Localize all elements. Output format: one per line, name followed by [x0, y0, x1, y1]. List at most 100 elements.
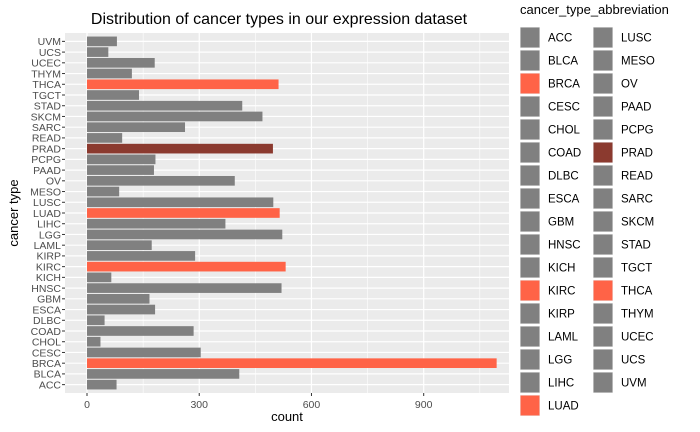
y-tick-label: PCPG	[31, 154, 61, 166]
legend-swatch	[520, 165, 540, 186]
legend-item-skcm: SKCM	[593, 211, 654, 232]
y-tick-label: PRAD	[32, 143, 62, 155]
bar-lihc	[87, 218, 226, 229]
legend-swatch	[593, 50, 613, 71]
legend-label: KIRP	[548, 309, 575, 321]
y-tick-label: UVM	[38, 36, 61, 48]
y-tick-label: SARC	[32, 122, 62, 134]
bar-ucs	[87, 47, 109, 57]
bar-stad	[87, 100, 243, 111]
legend-item-dlbc: DLBC	[520, 165, 579, 186]
bar-thca	[87, 79, 279, 90]
bar-thym	[87, 68, 132, 79]
legend-item-chol: CHOL	[520, 119, 581, 140]
legend-item-stad: STAD	[593, 234, 651, 255]
y-tick-label: UCEC	[31, 58, 61, 70]
legend-label: DLBC	[548, 171, 579, 183]
legend-item-gbm: GBM	[520, 211, 574, 232]
x-tick-label: 900	[415, 399, 433, 411]
y-tick-label: LUAD	[33, 208, 61, 220]
legend-swatch	[520, 96, 540, 117]
legend-swatch	[520, 73, 540, 94]
legend-label: ACC	[548, 33, 572, 45]
legend-swatch	[520, 303, 540, 324]
bar-ov	[87, 175, 235, 186]
legend-label: THCA	[621, 286, 653, 298]
y-tick-label: OV	[46, 176, 61, 188]
legend-label: KIRC	[548, 286, 575, 298]
legend-item-kirc: KIRC	[520, 280, 575, 301]
legend-label: SKCM	[621, 217, 654, 229]
y-tick-label: GBM	[37, 294, 61, 306]
legend-item-cesc: CESC	[520, 96, 580, 117]
legend-label: PAAD	[621, 102, 651, 114]
legend-swatch	[520, 372, 540, 393]
legend-label: PRAD	[621, 148, 653, 160]
legend-swatch	[520, 257, 540, 278]
legend-item-thca: THCA	[593, 280, 653, 301]
legend-label: UVM	[621, 378, 647, 390]
bar-blca	[87, 369, 240, 379]
legend-swatch	[520, 50, 540, 71]
bar-kich	[87, 272, 112, 283]
legend-swatch	[520, 188, 540, 209]
legend-item-lihc: LIHC	[520, 372, 574, 393]
bar-prad	[87, 143, 273, 154]
bars	[87, 36, 497, 390]
legend-label: BRCA	[548, 79, 580, 91]
y-tick-label: HNSC	[31, 283, 61, 295]
y-tick-label: CESC	[32, 347, 62, 359]
legend-item-prad: PRAD	[593, 142, 653, 163]
bar-esca	[87, 304, 156, 315]
legend-item-brca: BRCA	[520, 73, 580, 94]
bar-dlbc	[87, 315, 105, 326]
legend-item-lgg: LGG	[520, 349, 572, 370]
y-tick-label: BLCA	[34, 369, 61, 381]
bar-skcm	[87, 111, 263, 122]
legend-item-pcpg: PCPG	[593, 119, 654, 140]
legend-item-esca: ESCA	[520, 188, 580, 209]
legend-swatch	[593, 211, 613, 232]
y-tick-label: SKCM	[31, 111, 61, 123]
legend-swatch	[593, 280, 613, 301]
bar-hnsc	[87, 283, 282, 293]
y-tick-label: ACC	[39, 379, 62, 391]
y-tick-label: THCA	[32, 79, 61, 91]
bar-lusc	[87, 197, 274, 208]
bar-brca	[87, 358, 497, 369]
legend-swatch	[593, 119, 613, 140]
legend-item-hnsc: HNSC	[520, 234, 581, 255]
legend-item-ucec: UCEC	[593, 326, 654, 347]
legend-label: THYM	[621, 309, 654, 321]
legend-label: COAD	[548, 148, 581, 160]
y-tick-label: KIRP	[36, 251, 61, 263]
legend-swatch	[520, 395, 540, 416]
y-tick-label: MESO	[30, 186, 61, 198]
legend-label: READ	[621, 171, 653, 183]
legend-item-uvm: UVM	[593, 372, 647, 393]
legend-label: CHOL	[548, 125, 581, 137]
bar-kirc	[87, 261, 286, 272]
legend-label: TGCT	[621, 263, 652, 275]
y-tick-label: LGG	[39, 229, 61, 241]
bar-laml	[87, 240, 152, 251]
legend-label: BLCA	[548, 56, 578, 68]
legend-swatch	[593, 165, 613, 186]
y-tick-label: KICH	[36, 272, 61, 284]
y-tick-label: THYM	[31, 68, 61, 80]
legend-item-paad: PAAD	[593, 96, 651, 117]
legend-label: OV	[621, 79, 638, 91]
y-tick-label: PAAD	[33, 165, 61, 177]
bar-uvm	[87, 36, 117, 47]
legend-item-thym: THYM	[593, 303, 654, 324]
y-tick-label: ESCA	[32, 304, 61, 316]
legend: ACC BLCA BRCA CESC CHOL COAD DLBC ESCA GBM HNSC KI…	[520, 27, 655, 416]
legend-label: GBM	[548, 217, 574, 229]
legend-swatch	[520, 349, 540, 370]
legend-swatch	[593, 27, 613, 48]
bar-cesc	[87, 347, 201, 358]
legend-item-blca: BLCA	[520, 50, 578, 71]
legend-label: KICH	[548, 263, 575, 275]
legend-item-lusc: LUSC	[593, 27, 652, 48]
